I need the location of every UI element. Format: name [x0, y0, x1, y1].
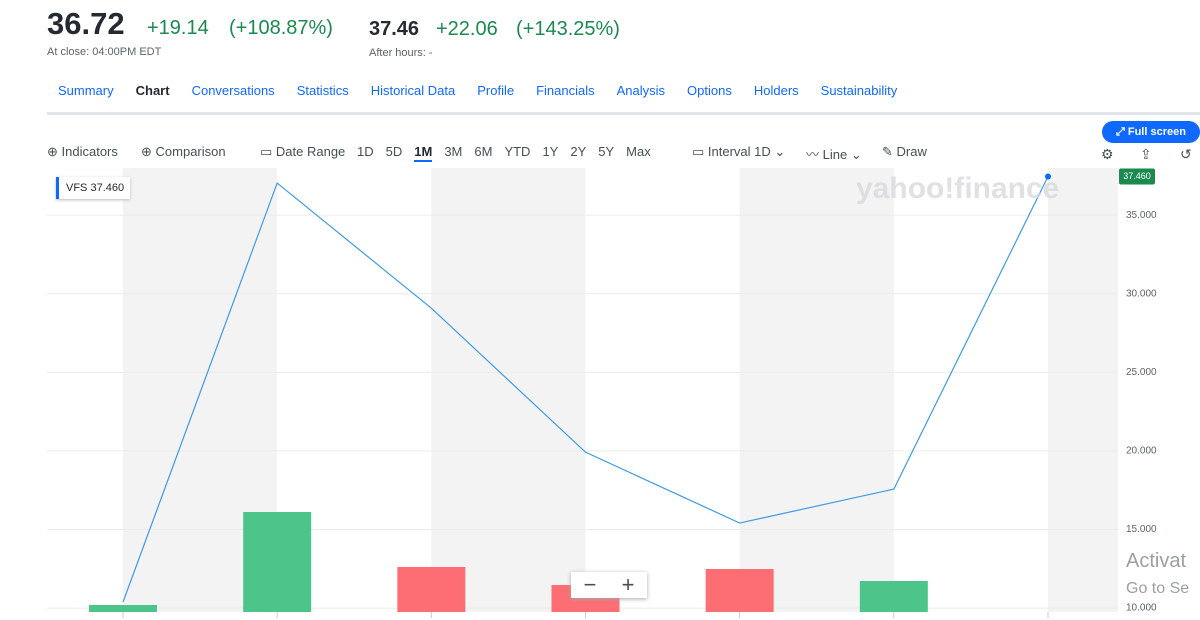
range-button[interactable]: 3M	[444, 144, 463, 159]
watermark: yahoo!finance	[856, 172, 1060, 205]
tab[interactable]: Options	[687, 83, 732, 98]
volume-bar	[705, 569, 774, 612]
tab[interactable]: Chart	[135, 83, 170, 98]
draw-label: Draw	[896, 144, 927, 159]
tab[interactable]: Analysis	[616, 83, 666, 98]
settings-icon[interactable]: ⚙	[1101, 146, 1114, 162]
volume-bar	[89, 605, 157, 612]
volume-bar	[859, 581, 928, 612]
y-tick-label: 30.000	[1126, 288, 1157, 299]
tab[interactable]: Historical Data	[370, 83, 456, 98]
range-button[interactable]: 1M	[414, 144, 433, 162]
y-tick-label: 25.000	[1126, 367, 1157, 378]
y-tick-label: 10.000	[1126, 603, 1157, 614]
interval-button[interactable]: ▭ Interval 1D ⌄	[692, 144, 786, 159]
legend-value: 37.460	[90, 182, 125, 194]
date-range-label: Date Range	[275, 144, 346, 159]
close-label: At close: 04:00PM EDT	[47, 46, 162, 58]
range-button[interactable]: 5D	[385, 144, 403, 159]
share-icon[interactable]: ⇪	[1140, 146, 1152, 162]
volume-bar	[397, 567, 466, 612]
y-tick-label: 35.000	[1126, 210, 1157, 221]
tab[interactable]: Summary	[58, 83, 114, 98]
band	[1048, 168, 1118, 612]
after-label: After hours: -	[369, 47, 433, 59]
after-change-pct: (+143.25%)	[516, 18, 620, 40]
band	[739, 168, 894, 612]
range-button[interactable]: YTD	[504, 144, 531, 159]
tab-divider	[47, 112, 1200, 115]
last-point	[1045, 173, 1051, 180]
price: 36.72	[47, 6, 125, 41]
line-label: Line	[822, 147, 848, 162]
tab[interactable]: Conversations	[191, 83, 275, 98]
interval-value: 1D	[754, 144, 771, 159]
date-range-button[interactable]: ▭ Date Range	[260, 144, 346, 159]
activation-title: Activat	[1126, 550, 1187, 572]
band	[431, 168, 586, 612]
change-pct: (+108.87%)	[229, 17, 333, 39]
reset-icon[interactable]: ↺	[1180, 146, 1192, 162]
zoom-control: − +	[571, 572, 647, 598]
after-change: +22.06	[436, 18, 498, 40]
draw-button[interactable]: ✎ Draw	[882, 144, 927, 159]
tab[interactable]: Sustainability	[820, 83, 898, 98]
indicators-label: Indicators	[61, 144, 118, 159]
range-button[interactable]: 5Y	[598, 144, 615, 159]
last-value-box	[1119, 168, 1155, 185]
tabs: Summary Chart Conversations Statistics Histo…	[58, 83, 897, 98]
activation-subtitle: Go to Se	[1126, 580, 1190, 597]
ranges: 1D 5D 1M 3M 6M YTD 1Y 2Y 5Y Max	[357, 144, 651, 162]
range-button[interactable]: 2Y	[570, 144, 587, 159]
interval-label: Interval	[707, 144, 751, 159]
range-button[interactable]: 6M	[474, 144, 493, 159]
after-price: 37.46	[369, 18, 420, 40]
volume-bar	[243, 512, 312, 612]
full-screen-label: Full screen	[1127, 126, 1186, 138]
comparison-button[interactable]: ⊕ Comparison	[141, 144, 226, 159]
y-tick-label: 15.000	[1126, 524, 1157, 535]
zoom-out[interactable]: −	[583, 572, 597, 597]
line-button[interactable]: 〰 Line ⌄	[806, 147, 862, 162]
tab[interactable]: Profile	[477, 83, 515, 98]
full-screen-button[interactable]: ⤢ Full screen	[1102, 121, 1200, 143]
range-button[interactable]: Max	[626, 144, 651, 159]
range-button[interactable]: 1D	[357, 144, 374, 159]
tab[interactable]: Statistics	[296, 83, 349, 98]
range-button[interactable]: 1Y	[542, 144, 559, 159]
change: +19.14	[147, 17, 209, 39]
indicators-button[interactable]: ⊕ Indicators	[47, 144, 118, 159]
legend: VFS 37.460	[56, 177, 131, 199]
tab[interactable]: Holders	[753, 83, 799, 98]
comparison-label: Comparison	[155, 144, 226, 159]
price-line	[122, 176, 1049, 603]
last-value-label: 37.460	[1123, 171, 1151, 181]
legend-name: VFS	[66, 182, 88, 194]
tab[interactable]: Financials	[536, 83, 595, 98]
y-tick-label: 20.000	[1126, 446, 1157, 457]
zoom-in[interactable]: +	[621, 572, 635, 597]
